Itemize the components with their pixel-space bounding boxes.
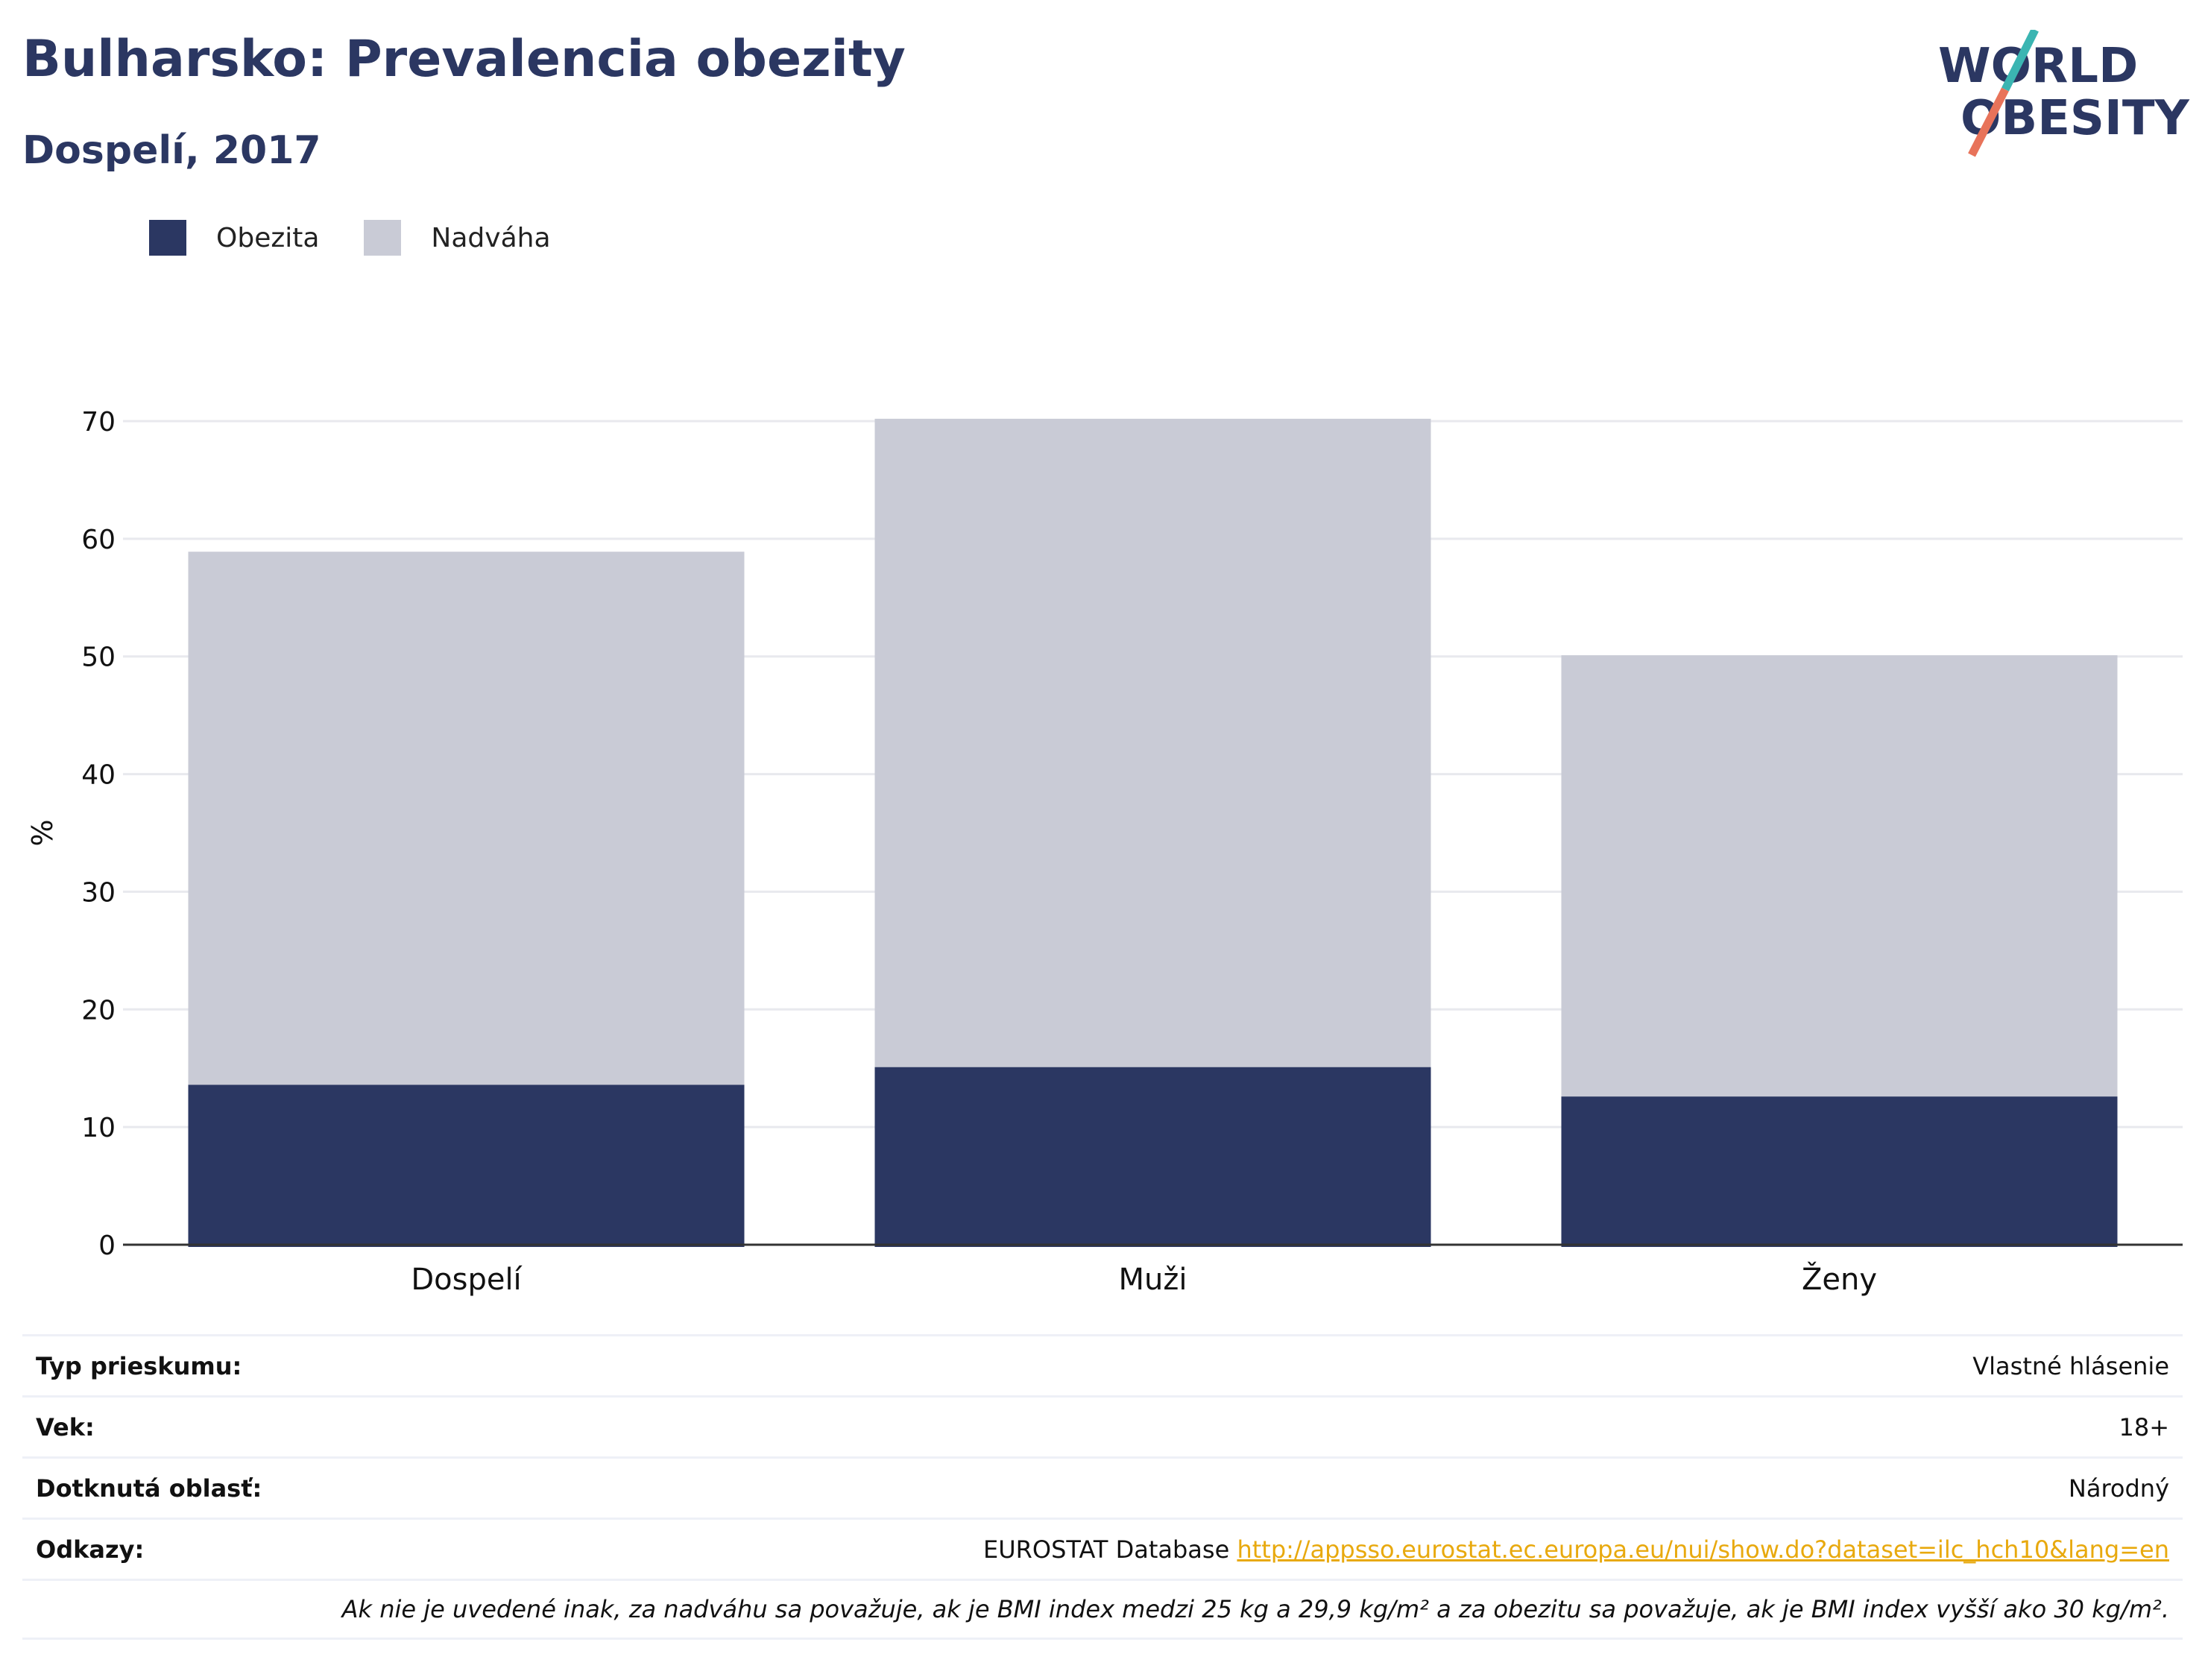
area-value: Národný [2068,1474,2169,1503]
refs-label: Odkazy: [36,1535,145,1564]
y-tick-label: 60 [81,525,116,555]
legend-swatch-overweight [364,220,402,256]
y-tick-label: 0 [98,1231,116,1261]
survey-type-label: Typ prieskumu: [36,1351,242,1380]
bar-chart: 0 10 20 30 40 50 60 70% Dospelí Muži Ženy [26,407,2183,1297]
refs-link[interactable]: http://appsso.eurostat.ec.europa.eu/nui/… [1237,1535,2169,1564]
x-tick-label: Dospelí [411,1263,523,1297]
x-tick-label: Ženy [1802,1261,1877,1297]
logo-slash-top [2001,30,2039,92]
chart-subtitle: Dospelí, 2017 [22,128,321,173]
info-row-area: Dotknutá oblasť: Národný [22,1456,2183,1518]
age-label: Vek: [36,1412,95,1441]
survey-type-value: Vlastné hlásenie [1972,1351,2169,1380]
info-row-note: Ak nie je uvedené inak, za nadváhu sa po… [22,1579,2183,1640]
bar-overweight [1561,655,2118,1097]
y-tick-label: 20 [81,995,116,1026]
y-tick-label: 70 [81,407,116,438]
bar-obesity [1561,1096,2118,1247]
bar-obesity [188,1084,745,1247]
y-tick-label: 50 [81,642,116,673]
legend-label-obesity: Obezita [216,222,320,253]
info-table: Typ prieskumu: Vlastné hlásenie Vek: 18+… [22,1334,2183,1640]
bar-overweight [874,418,1431,1067]
refs-value: EUROSTAT Database http://appsso.eurostat… [983,1535,2169,1564]
age-value: 18+ [2119,1412,2169,1441]
x-tick-label: Muži [1119,1263,1187,1297]
legend-swatch-obesity [149,220,186,256]
legend-item-overweight[interactable]: Nadváha [364,220,551,256]
y-tick-label: 30 [81,877,116,908]
chart-title: Bulharsko: Prevalencia obezity [22,30,906,89]
y-axis-label: % [26,819,59,846]
info-row-survey: Typ prieskumu: Vlastné hlásenie [22,1334,2183,1395]
info-row-refs: Odkazy: EUROSTAT Database http://appsso.… [22,1518,2183,1579]
area-label: Dotknutá oblasť: [36,1474,262,1503]
legend-item-obesity[interactable]: Obezita [149,220,319,256]
refs-source: EUROSTAT Database [983,1535,1230,1564]
definition-note: Ak nie je uvedené inak, za nadváhu sa po… [341,1595,2169,1623]
bar-obesity [874,1067,1431,1247]
legend-label-overweight: Nadváha [431,222,551,253]
bar-overweight [188,552,745,1085]
y-tick-label: 40 [81,760,116,791]
legend: Obezita Nadváha [149,220,596,256]
logo-slash-bottom [1968,87,2009,157]
y-tick-label: 10 [81,1113,116,1143]
logo-line1: WORLD [1938,39,2138,94]
info-row-age: Vek: 18+ [22,1395,2183,1456]
world-obesity-logo: WORLD OBESITY [1938,30,2189,157]
